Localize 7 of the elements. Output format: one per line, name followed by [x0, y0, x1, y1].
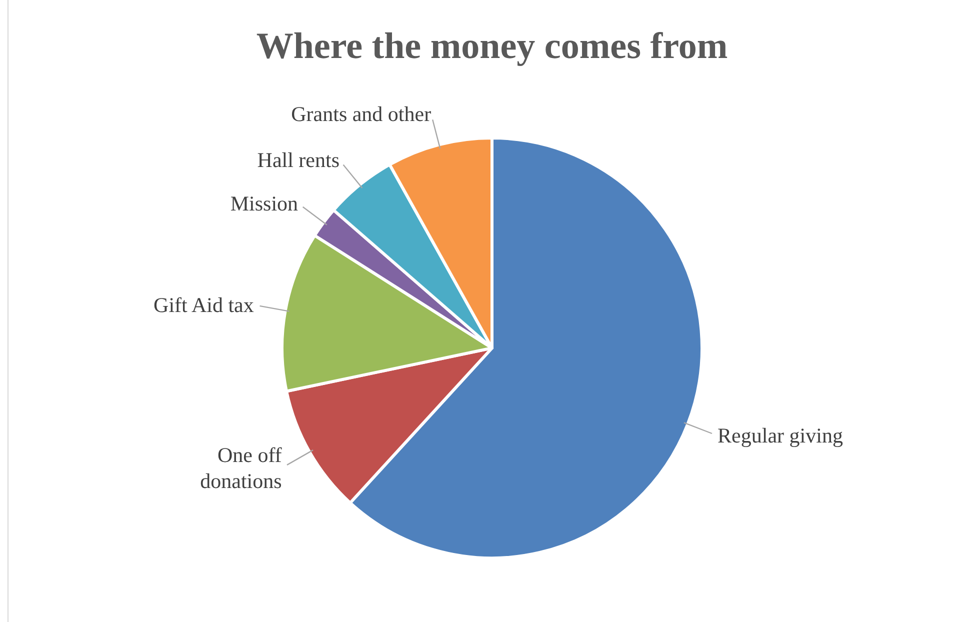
chart-title: Where the money comes from	[256, 26, 728, 67]
slice-label: Grants and other	[291, 102, 432, 126]
slice-label: Gift Aid tax	[154, 292, 254, 317]
slice-label: Hall rents	[257, 148, 340, 172]
slice-label: Regular giving	[718, 424, 844, 448]
slice-label: One off donations	[200, 442, 282, 493]
slice-label: Mission	[230, 191, 299, 216]
